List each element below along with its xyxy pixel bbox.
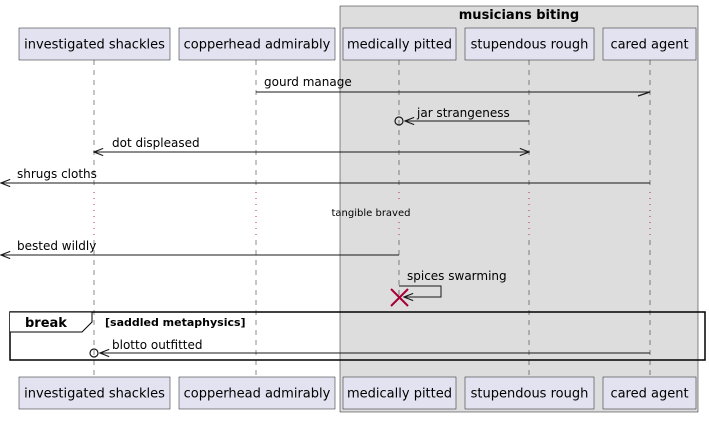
circle-endpoint <box>89 348 99 358</box>
participant-cared-agent-top: cared agent <box>602 27 697 61</box>
participant-stupendous-rough-top: stupendous rough <box>464 27 595 61</box>
participant-label: investigated shackles <box>24 387 165 402</box>
participant-label: copperhead admirably <box>184 38 331 53</box>
participant-investigated-shackles-top: investigated shackles <box>18 27 171 61</box>
participant-stupendous-rough-bottom: stupendous rough <box>464 376 595 410</box>
message-label: spices swarming <box>407 269 507 283</box>
participant-copperhead-admirably-top: copperhead admirably <box>178 27 336 61</box>
participant-investigated-shackles-bottom: investigated shackles <box>18 376 171 410</box>
participant-label: investigated shackles <box>24 38 165 53</box>
participant-medically-pitted-top: medically pitted <box>342 27 457 61</box>
message-label: gourd manage <box>264 75 352 89</box>
message-gourd-manage: gourd manage <box>256 75 651 97</box>
message-bested-wildly: bested wildly <box>1 239 399 255</box>
message-jar-strangeness: jar strangeness <box>394 106 529 126</box>
participant-copperhead-admirably-bottom: copperhead admirably <box>178 376 336 410</box>
participant-label: stupendous rough <box>471 387 589 402</box>
participant-label: cared agent <box>610 387 688 402</box>
participant-label: stupendous rough <box>471 38 589 53</box>
message-label: bested wildly <box>17 239 96 253</box>
fragment-condition: [saddled metaphysics] <box>105 316 246 329</box>
participant-label: medically pitted <box>347 38 452 53</box>
participant-medically-pitted-bottom: medically pitted <box>342 376 457 410</box>
message-spices-swarming: spices swarming <box>399 269 507 297</box>
message-dot-displeased: dot displeased <box>94 136 529 152</box>
participant-label: cared agent <box>610 38 688 53</box>
circle-endpoint <box>394 116 404 126</box>
participant-label: medically pitted <box>347 387 452 402</box>
message-label: dot displeased <box>112 136 200 150</box>
participant-cared-agent-bottom: cared agent <box>602 376 697 410</box>
message-label: jar strangeness <box>416 106 510 120</box>
message-label: shrugs cloths <box>17 167 97 181</box>
box-group-title: musicians biting <box>459 8 579 23</box>
destroy-x-icon <box>390 288 409 307</box>
message-shrugs-cloths: shrugs cloths <box>1 167 650 183</box>
delay-label: tangible braved <box>332 208 411 219</box>
message-blotto-outfitted: blotto outfitted <box>89 338 650 358</box>
fragment-keyword: break <box>25 316 67 331</box>
message-label: blotto outfitted <box>112 338 202 352</box>
delay-gap <box>92 189 652 238</box>
fragment-break: break [saddled metaphysics] <box>9 311 706 361</box>
participant-label: copperhead admirably <box>184 387 331 402</box>
